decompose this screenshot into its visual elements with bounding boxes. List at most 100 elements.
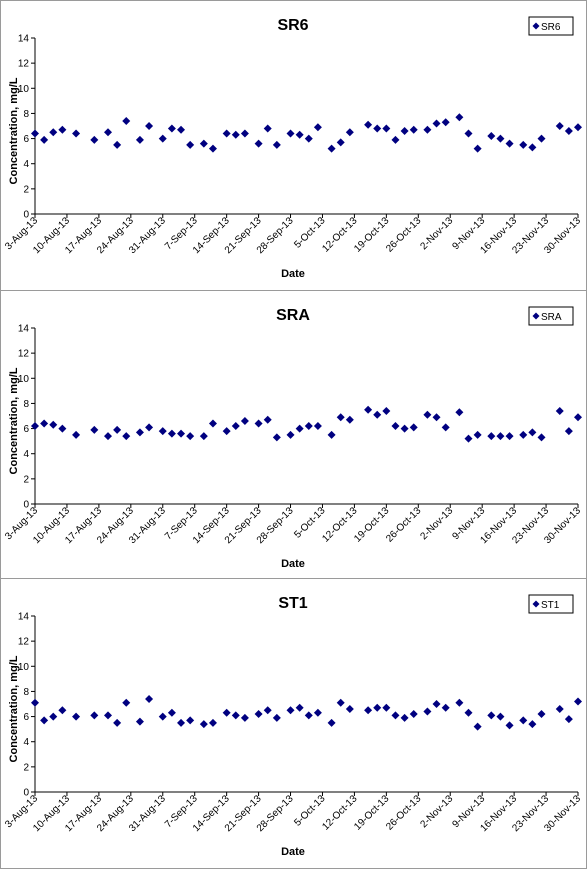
data-point (135, 428, 144, 437)
x-tick-label: 2-Nov-13 (418, 215, 455, 252)
y-tick-label: 14 (18, 324, 30, 335)
chart-panel-sra: SRA 0 2 4 6 8 10 12 14 3-Aug-13 10-Aug-13 17-Aug-13… (0, 290, 587, 581)
data-point (373, 124, 382, 133)
data-point (104, 711, 113, 720)
legend-label: SRA (541, 312, 562, 323)
data-point (40, 135, 49, 144)
legend-label: ST1 (541, 600, 560, 611)
y-axis-label: Concentration, mg/L (8, 367, 20, 474)
data-point (313, 422, 322, 431)
data-point (555, 705, 564, 714)
data-point (31, 422, 39, 431)
chart-svg-sra: SRA024681012143-Aug-1310-Aug-1317-Aug-13… (3, 306, 583, 570)
data-point (537, 433, 546, 442)
data-point (364, 706, 373, 715)
data-point (272, 140, 281, 149)
data-point (231, 422, 240, 431)
data-point (167, 429, 176, 438)
y-tick-label: 4 (23, 737, 29, 748)
data-point (528, 720, 537, 729)
y-tick-label: 12 (18, 349, 30, 360)
data-point (177, 125, 186, 134)
data-point (496, 134, 505, 143)
data-point (423, 410, 432, 419)
data-point (496, 712, 505, 721)
data-point (409, 710, 418, 719)
data-point (72, 712, 81, 721)
data-point (122, 432, 131, 441)
y-tick-label: 8 (23, 399, 29, 410)
y-tick-label: 10 (18, 662, 30, 673)
data-point (49, 712, 58, 721)
x-axis-label: Date (281, 846, 305, 858)
data-point (432, 700, 441, 708)
y-tick-label: 0 (23, 788, 29, 799)
data-point (391, 711, 400, 720)
data-point (263, 124, 272, 133)
y-tick-label: 12 (18, 59, 30, 70)
chart-svg-st1: ST1024681012143-Aug-1310-Aug-1317-Aug-13… (3, 594, 583, 858)
data-point (272, 433, 281, 442)
data-point (423, 707, 432, 716)
data-point (327, 430, 336, 439)
data-point (574, 413, 582, 422)
data-point (167, 708, 176, 717)
data-point (564, 715, 573, 724)
data-point (473, 144, 482, 153)
y-tick-label: 14 (18, 34, 30, 45)
data-point (487, 711, 496, 720)
data-point (304, 711, 313, 720)
data-point (455, 698, 464, 707)
data-point (400, 424, 409, 433)
data-point (432, 119, 441, 128)
data-point (208, 419, 217, 428)
data-point (441, 118, 450, 127)
x-tick-label: 2-Nov-13 (418, 793, 455, 830)
data-point (382, 124, 391, 133)
data-point (345, 415, 354, 424)
y-tick-label: 2 (23, 184, 29, 195)
data-point (519, 716, 528, 725)
data-point (473, 722, 482, 731)
data-point (336, 413, 345, 422)
data-point (40, 716, 49, 725)
data-point (208, 144, 217, 153)
data-point (186, 716, 195, 725)
y-tick-label: 8 (23, 687, 29, 698)
data-point (72, 129, 81, 138)
data-point (158, 134, 167, 143)
data-point (145, 694, 154, 703)
data-point (555, 406, 564, 415)
y-tick-label: 2 (23, 474, 29, 485)
x-tick-label: 2-Nov-13 (418, 505, 455, 542)
data-point (327, 144, 336, 153)
chart-title: SRA (276, 307, 310, 324)
data-point (122, 698, 131, 707)
data-point (455, 408, 464, 417)
data-point (423, 125, 432, 134)
data-point (231, 130, 240, 139)
legend-box (528, 306, 574, 326)
data-point (177, 429, 186, 438)
data-point (441, 423, 450, 432)
data-point (391, 422, 400, 431)
x-tick-label: 26-Oct-13 (384, 215, 424, 255)
data-point (304, 422, 313, 431)
data-point (58, 125, 67, 134)
data-point (40, 419, 49, 428)
legend-marker (532, 600, 540, 608)
data-point (31, 698, 39, 707)
data-point (58, 424, 67, 433)
y-tick-label: 6 (23, 712, 29, 723)
y-axis-label: Concentration, mg/L (8, 655, 20, 762)
data-point (295, 130, 304, 139)
data-point (158, 427, 167, 436)
data-point (49, 420, 58, 429)
y-tick-label: 0 (23, 210, 29, 221)
data-point (505, 721, 514, 730)
data-point (441, 703, 450, 712)
data-point (400, 127, 409, 136)
data-point (555, 122, 564, 130)
data-point (145, 423, 154, 432)
y-tick-label: 0 (23, 500, 29, 511)
